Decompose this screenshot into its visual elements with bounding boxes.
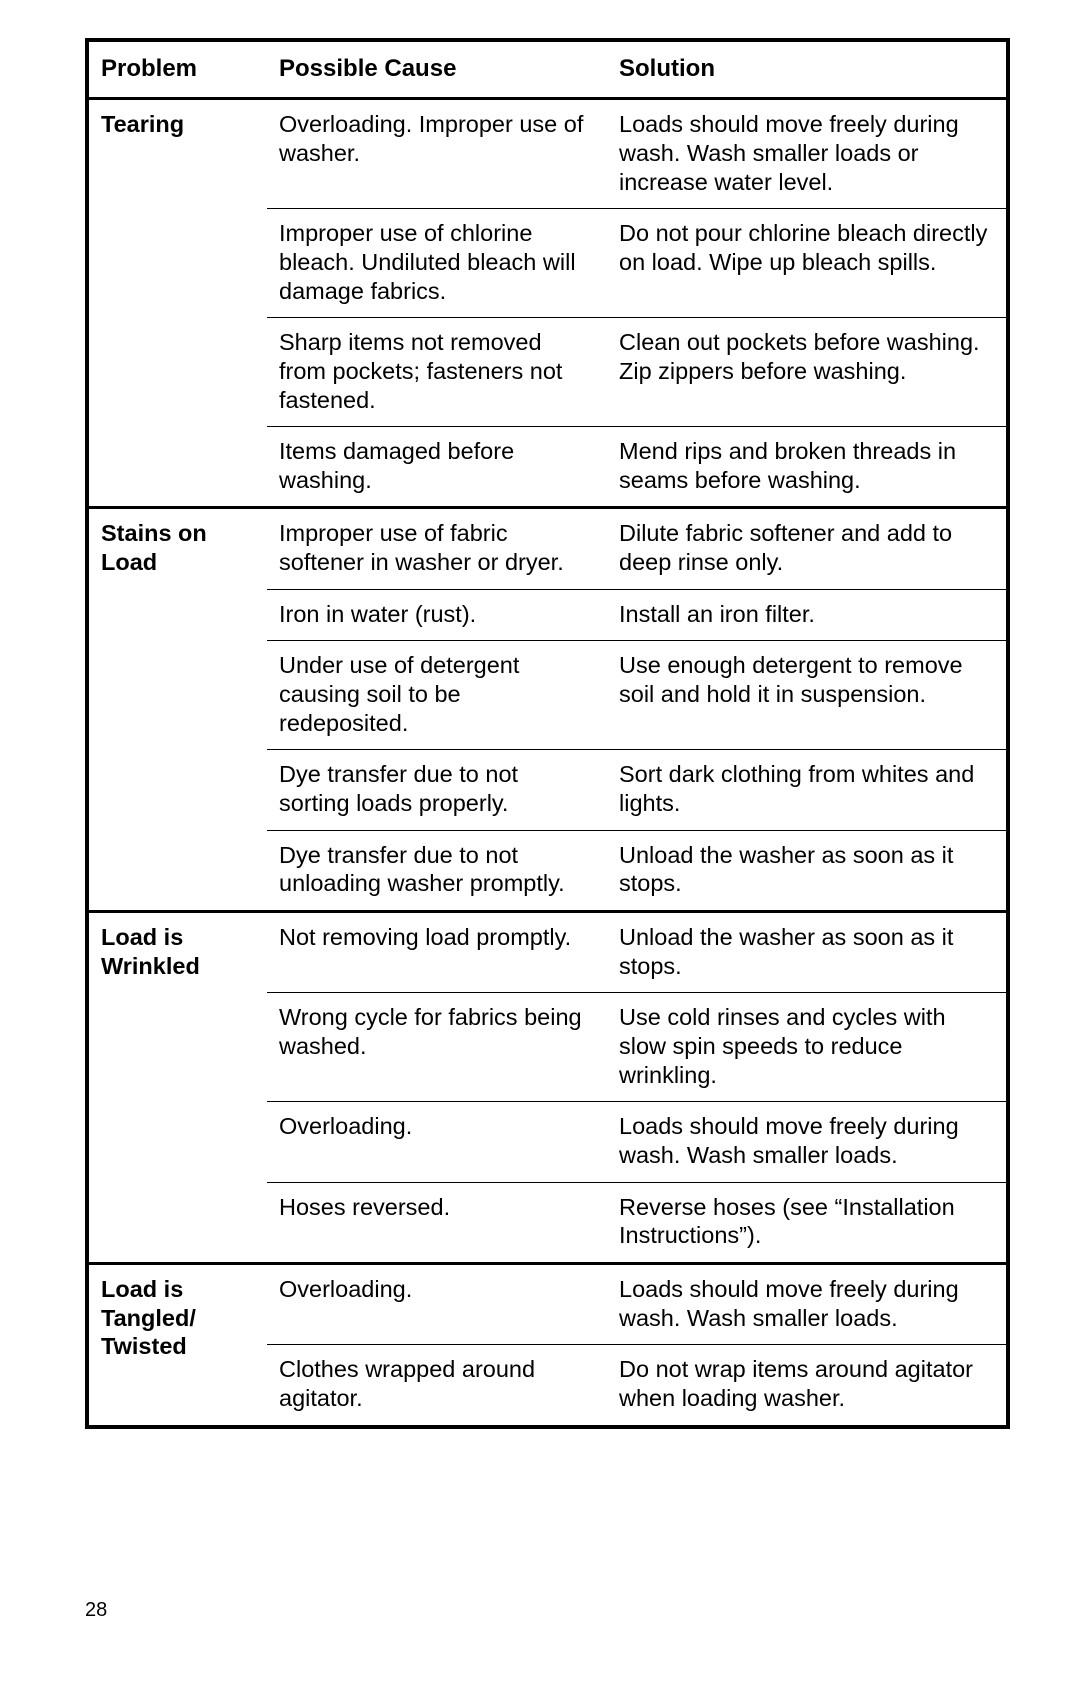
solution-cell: Use enough detergent to remove soil and …	[607, 641, 1008, 750]
cause-cell: Wrong cycle for fabrics being washed.	[267, 993, 607, 1102]
solution-cell: Do not wrap items around agitator when l…	[607, 1345, 1008, 1427]
cause-cell: Overloading. Improper use of washer.	[267, 99, 607, 209]
solution-cell: Loads should move freely during wash. Wa…	[607, 1102, 1008, 1182]
cause-cell: Items damaged before washing.	[267, 427, 607, 508]
solution-cell: Install an iron filter.	[607, 589, 1008, 641]
cause-cell: Improper use of chlorine bleach. Undilut…	[267, 209, 607, 318]
solution-cell: Mend rips and broken threads in seams be…	[607, 427, 1008, 508]
troubleshooting-table: Problem Possible Cause Solution Tearing …	[85, 38, 1010, 1429]
cause-cell: Overloading.	[267, 1102, 607, 1182]
problem-cell: Load is Tangled/ Twisted	[87, 1263, 267, 1426]
header-problem: Problem	[87, 40, 267, 99]
solution-cell: Loads should move freely during wash. Wa…	[607, 99, 1008, 209]
table-row: Load is Tangled/ Twisted Overloading. Lo…	[87, 1263, 1008, 1344]
cause-cell: Under use of detergent causing soil to b…	[267, 641, 607, 750]
cause-cell: Iron in water (rust).	[267, 589, 607, 641]
solution-cell: Sort dark clothing from whites and light…	[607, 750, 1008, 830]
solution-cell: Dilute fabric softener and add to deep r…	[607, 508, 1008, 589]
problem-cell: Stains on Load	[87, 508, 267, 912]
table-header-row: Problem Possible Cause Solution	[87, 40, 1008, 99]
header-solution: Solution	[607, 40, 1008, 99]
table-row: Tearing Overloading. Improper use of was…	[87, 99, 1008, 209]
cause-cell: Clothes wrapped around agitator.	[267, 1345, 607, 1427]
solution-cell: Reverse hoses (see “Installation Instruc…	[607, 1182, 1008, 1263]
solution-cell: Loads should move freely during wash. Wa…	[607, 1263, 1008, 1344]
solution-cell: Clean out pockets before washing. Zip zi…	[607, 318, 1008, 427]
problem-cell: Tearing	[87, 99, 267, 508]
cause-cell: Dye transfer due to not sorting loads pr…	[267, 750, 607, 830]
solution-cell: Unload the washer as soon as it stops.	[607, 830, 1008, 911]
solution-cell: Unload the washer as soon as it stops.	[607, 912, 1008, 993]
cause-cell: Not removing load promptly.	[267, 912, 607, 993]
cause-cell: Hoses reversed.	[267, 1182, 607, 1263]
header-cause: Possible Cause	[267, 40, 607, 99]
table-row: Stains on Load Improper use of fabric so…	[87, 508, 1008, 589]
problem-cell: Load is Wrinkled	[87, 912, 267, 1264]
solution-cell: Use cold rinses and cycles with slow spi…	[607, 993, 1008, 1102]
cause-cell: Sharp items not removed from pockets; fa…	[267, 318, 607, 427]
solution-cell: Do not pour chlorine bleach directly on …	[607, 209, 1008, 318]
table-row: Load is Wrinkled Not removing load promp…	[87, 912, 1008, 993]
cause-cell: Dye transfer due to not unloading washer…	[267, 830, 607, 911]
page-number: 28	[85, 1599, 107, 1622]
cause-cell: Overloading.	[267, 1263, 607, 1344]
cause-cell: Improper use of fabric softener in washe…	[267, 508, 607, 589]
